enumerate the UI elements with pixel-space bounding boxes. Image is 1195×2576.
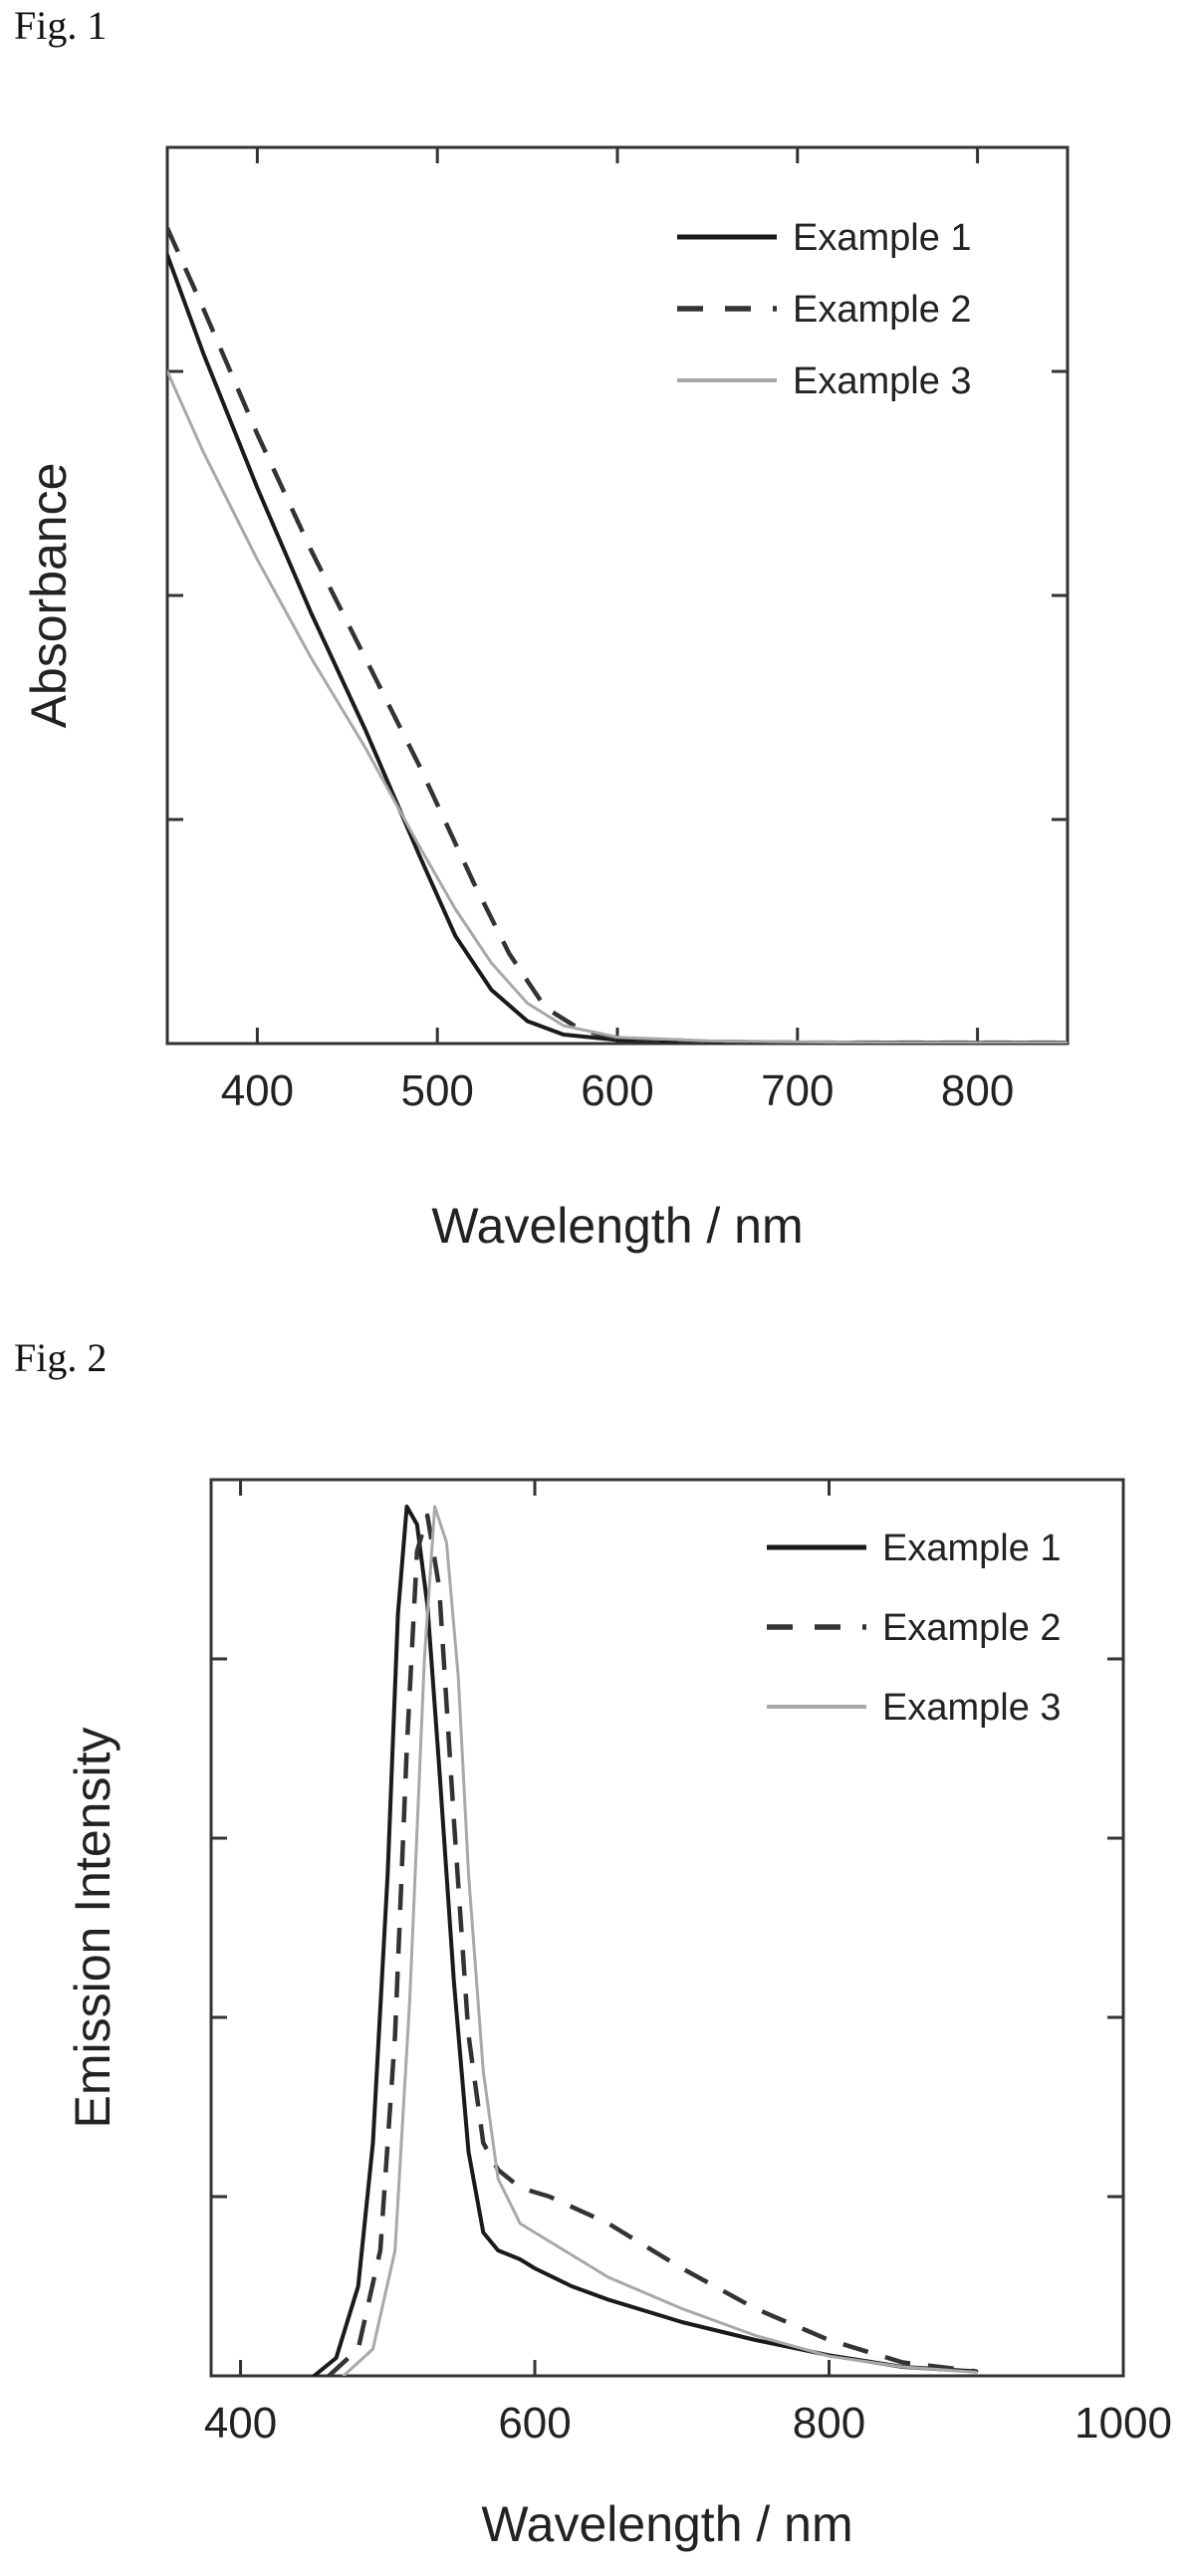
legend-label-example-3: Example 3 (882, 1687, 1062, 1729)
x-tick-label: 800 (793, 2399, 865, 2448)
x-axis-label: Wavelength / nm (481, 2496, 852, 2552)
emission-intensity-chart: 400 600 800 1000 Wavelength / nm Emission Int… (65, 1478, 1172, 2552)
figure-2-label: Fig. 2 (14, 1335, 108, 1380)
series-line-example-2 (327, 1513, 977, 2376)
legend-label-example-1: Example 1 (793, 217, 972, 259)
x-tick-label: 1000 (1075, 2399, 1172, 2448)
series-line-example-2 (167, 227, 1068, 1044)
x-tick-label: 500 (400, 1066, 473, 1115)
legend-label-example-2: Example 2 (882, 1607, 1062, 1649)
x-tick-label: 600 (581, 1066, 653, 1115)
legend-label-example-1: Example 1 (882, 1527, 1062, 1569)
x-tick-label: 700 (761, 1066, 834, 1115)
series-line-example-3 (167, 369, 1068, 1044)
x-tick-label: 400 (204, 2399, 277, 2448)
x-tick-label: 800 (941, 1066, 1014, 1115)
x-tick-label: 600 (498, 2399, 571, 2448)
figure-1-label: Fig. 1 (14, 3, 108, 48)
x-tick-label: 400 (221, 1066, 294, 1115)
series-line-example-3 (342, 1505, 978, 2376)
x-axis-label: Wavelength / nm (431, 1198, 803, 1254)
absorbance-chart: 400 500 600 700 800 Wavelength / nm Absorbance… (21, 145, 1070, 1254)
series-line-example-1 (312, 1505, 979, 2376)
legend-label-example-2: Example 2 (793, 289, 972, 331)
legend-label-example-3: Example 3 (793, 360, 972, 402)
y-axis-label: Emission Intensity (65, 1728, 120, 2129)
plot-frame (209, 1478, 1125, 2378)
y-axis-label: Absorbance (21, 463, 77, 729)
